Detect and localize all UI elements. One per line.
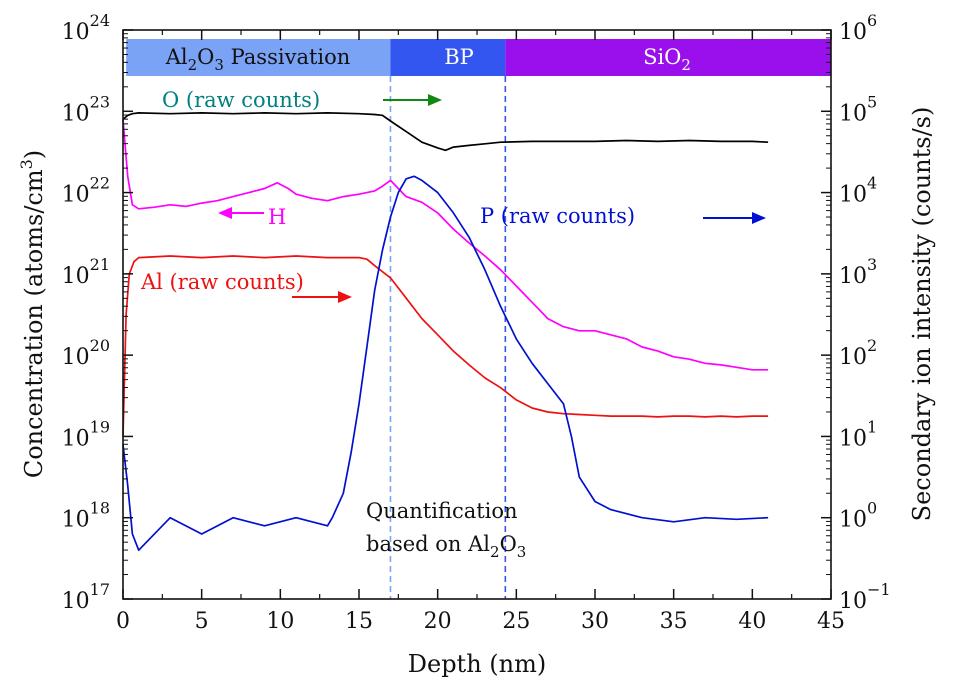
- y-left-tick-label-6: 1023: [62, 92, 110, 126]
- series-line-p-raw-counts-: [122, 175, 769, 552]
- region-bar-0: [126, 39, 391, 76]
- y-left-tick-label-0: 1017: [62, 580, 110, 614]
- x-tick-label-9: 45: [817, 609, 845, 634]
- x-tick-label-2: 10: [266, 609, 294, 634]
- h-label: H: [268, 205, 286, 229]
- p-arrow: [703, 212, 766, 224]
- series-lines: [122, 112, 769, 552]
- y-right-tick-label-2: 101: [839, 417, 877, 451]
- annotations: O (raw counts) H Al (raw counts) P (raw …: [140, 88, 766, 561]
- y-axis-label-right: Secondary ion intensity (counts/s): [908, 107, 936, 522]
- series-line-o-raw-counts-: [122, 112, 769, 152]
- interface-lines: [389, 76, 507, 599]
- y-left-tick-label-2: 1019: [62, 417, 110, 451]
- x-tick-label-0: 0: [116, 609, 130, 634]
- x-tick-label-5: 25: [502, 609, 530, 634]
- region-label-bp: BP: [444, 45, 474, 69]
- y-right-tick-label-0: 10−1: [839, 580, 891, 614]
- p-label: P (raw counts): [480, 204, 635, 228]
- x-tick-label-7: 35: [660, 609, 688, 634]
- region-bar-2: [505, 39, 831, 76]
- x-tick-label-8: 40: [738, 609, 766, 634]
- y-left-tick-label-3: 1020: [62, 336, 110, 370]
- quantification-note-line1: Quantification: [366, 499, 518, 523]
- y-right-tick-label-7: 106: [839, 11, 877, 45]
- x-tick-label-6: 30: [581, 609, 609, 634]
- y-axis-label-left: Concentration (atoms/cm3): [17, 150, 48, 478]
- x-tick-label-1: 5: [195, 609, 209, 634]
- al-arrow: [292, 291, 352, 303]
- x-axis-label: Depth (nm): [408, 650, 546, 678]
- o-arrow: [383, 94, 442, 106]
- y-left-tick-label-1: 1018: [62, 499, 110, 533]
- al-label: Al (raw counts): [140, 270, 304, 294]
- series-line-al-raw-counts-: [122, 255, 769, 437]
- y-right-tick-label-6: 105: [839, 92, 877, 126]
- o-label: O (raw counts): [162, 88, 320, 112]
- h-arrow: [218, 207, 264, 219]
- x-tick-label-4: 20: [424, 609, 452, 634]
- y-left-tick-label-5: 1022: [62, 174, 110, 208]
- layer-regions: [126, 39, 831, 76]
- region-bar-1: [390, 39, 506, 76]
- series-line-h: [122, 119, 769, 371]
- y-right-tick-label-4: 103: [839, 255, 877, 289]
- y-right-tick-label-1: 100: [839, 499, 877, 533]
- y-right-tick-label-3: 102: [839, 336, 877, 370]
- y-right-tick-label-5: 104: [839, 174, 877, 208]
- x-tick-label-3: 15: [345, 609, 373, 634]
- y-left-tick-label-7: 1024: [62, 11, 110, 45]
- y-left-tick-label-4: 1021: [62, 255, 110, 289]
- axis-ticks: [122, 29, 832, 600]
